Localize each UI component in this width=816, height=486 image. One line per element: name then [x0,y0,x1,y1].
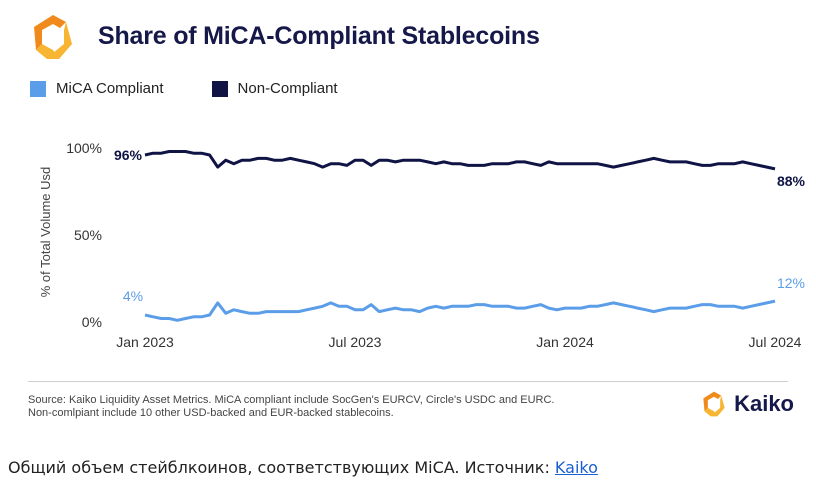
legend-item-compliant: MiCA Compliant [30,80,164,97]
series-line-compliant [144,299,776,322]
source-line-2: Non-comlpiant include 10 other USD-backe… [28,407,394,419]
data-label: 88% [777,173,806,189]
data-label: 96% [114,147,143,163]
kaiko-brand-icon [703,391,725,417]
image-caption: Общий объем стейблкоинов, соответствующи… [8,458,598,477]
caption-source-link[interactable]: Kaiko [554,458,598,477]
legend-swatch-compliant [30,80,46,97]
legend-label-non-compliant: Non-Compliant [237,80,338,97]
y-tick-label: 50% [74,227,102,243]
data-label: 4% [123,288,143,304]
x-tick-label: Jan 2024 [536,334,594,350]
y-axis-label: % of Total Volume Usd [38,167,53,298]
chart-legend: MiCA Compliant Non-Compliant [30,80,386,97]
caption-text: Общий объем стейблкоинов, соответствующи… [8,458,555,477]
footer-divider [28,381,788,382]
source-note: Source: Kaiko Liquidity Asset Metrics. M… [28,394,628,420]
x-tick-label: Jul 2024 [749,334,802,350]
x-tick-label: Jan 2023 [116,334,174,350]
source-line-1: Source: Kaiko Liquidity Asset Metrics. M… [28,394,555,406]
brand-logo: Kaiko [700,390,794,418]
legend-label-compliant: MiCA Compliant [56,80,164,97]
x-tick-label: Jul 2023 [329,334,382,350]
chart-title: Share of MiCA-Compliant Stablecoins [98,22,540,50]
data-label: 12% [777,275,805,291]
brand-name: Kaiko [734,391,794,416]
y-tick-label: 100% [66,140,102,156]
chart-card: Share of MiCA-Compliant Stablecoins MiCA… [28,15,806,420]
y-tick-label: 0% [82,314,102,330]
line-chart: % of Total Volume Usd 100% 50% 0% Jan 2023… [38,140,806,350]
kaiko-logo-icon [34,15,72,59]
legend-swatch-non-compliant [211,80,228,97]
legend-item-non-compliant: Non-Compliant [211,80,338,97]
series-line-non-compliant [144,150,776,171]
